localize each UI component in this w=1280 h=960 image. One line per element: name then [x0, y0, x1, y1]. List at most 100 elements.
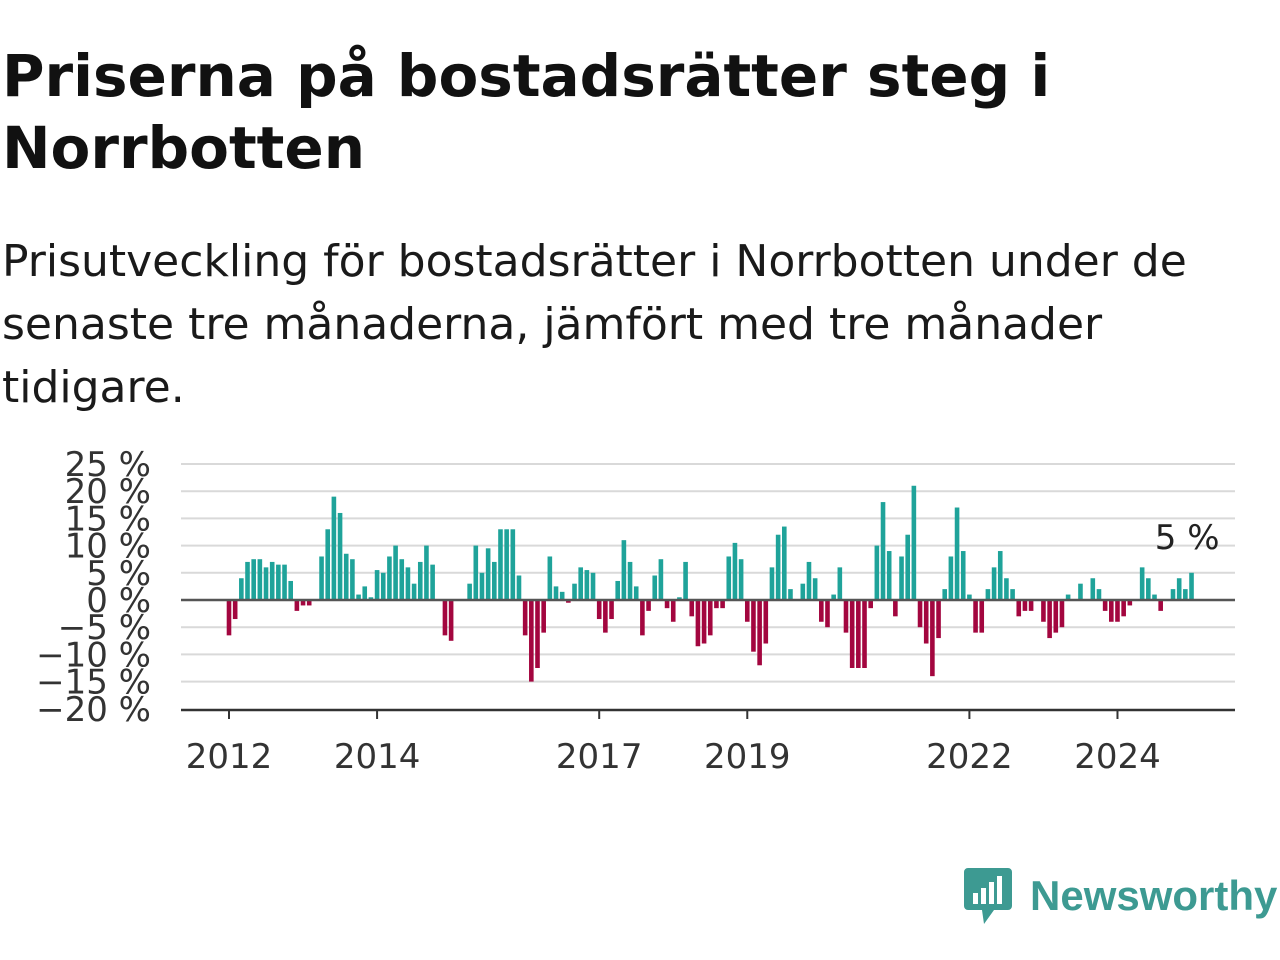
y-tick-label: −20 %	[36, 690, 151, 730]
x-tick-label: 2012	[186, 737, 273, 777]
bar	[714, 600, 719, 609]
bar	[1004, 578, 1009, 600]
bar	[269, 561, 275, 600]
y-tick-label: 10 %	[65, 527, 151, 567]
newsworthy-brand: Newsworthy	[962, 864, 1278, 928]
bar	[1152, 594, 1157, 600]
bar	[1170, 589, 1176, 600]
bar	[393, 545, 398, 600]
bar	[960, 551, 966, 600]
bar	[448, 600, 454, 641]
bar	[380, 572, 386, 600]
bar	[343, 553, 349, 600]
chart-title: Priserna på bostadsrätter steg i Norrbot…	[2, 42, 1051, 182]
bar	[825, 600, 830, 628]
bar	[535, 600, 540, 668]
bar	[707, 600, 713, 636]
bar	[331, 496, 337, 600]
bar	[720, 600, 725, 609]
bar	[356, 594, 361, 600]
bar	[800, 583, 806, 600]
bar	[294, 600, 300, 611]
bar	[683, 561, 688, 600]
bar	[874, 545, 880, 600]
bar	[899, 556, 904, 600]
bar	[738, 559, 744, 600]
bar	[701, 600, 707, 644]
bar	[689, 600, 695, 617]
bar	[1028, 600, 1034, 611]
bar	[973, 600, 978, 633]
brand-name: Newsworthy	[1030, 872, 1278, 919]
chart-subtitle: Prisutveckling för bostadsrätter i Norrb…	[2, 236, 1187, 413]
bar	[936, 600, 941, 639]
bar	[325, 529, 331, 600]
bar	[905, 534, 910, 600]
bar	[405, 567, 411, 600]
bar	[862, 600, 867, 668]
last-value-label: 5 %	[1155, 518, 1220, 558]
x-tick-label: 2022	[926, 737, 1013, 777]
bar	[368, 597, 374, 600]
y-axis-labels: 25 %20 %15 %10 %5 %0 %−5 %−10 %−15 %−20 …	[36, 445, 151, 730]
bar	[670, 600, 676, 622]
bar	[306, 600, 312, 606]
bar	[1183, 589, 1188, 600]
bar	[257, 559, 263, 600]
bar	[424, 545, 429, 600]
bar	[831, 594, 836, 600]
bar	[880, 502, 886, 600]
bar	[985, 589, 991, 600]
bar	[664, 600, 670, 609]
bar	[387, 556, 392, 600]
bar	[652, 575, 658, 600]
bar	[1158, 600, 1163, 611]
x-tick-label: 2017	[556, 737, 643, 777]
bar	[522, 600, 528, 636]
bar	[732, 542, 738, 600]
bar	[633, 586, 639, 600]
bar	[744, 600, 750, 622]
bar	[566, 600, 571, 603]
y-tick-label: 5 %	[86, 554, 151, 594]
bar	[559, 591, 565, 600]
bar	[806, 561, 812, 600]
bar	[479, 572, 485, 600]
bar	[1016, 600, 1022, 617]
bar	[812, 578, 818, 600]
bar	[1047, 600, 1052, 639]
bar	[757, 600, 762, 666]
bar	[930, 600, 935, 677]
bar	[1096, 589, 1102, 600]
bar	[646, 600, 651, 611]
bar	[485, 548, 491, 600]
bar	[498, 529, 503, 600]
bar	[547, 556, 553, 600]
bar	[788, 589, 793, 600]
bar	[658, 559, 664, 600]
bar	[1189, 572, 1194, 600]
bar	[226, 600, 232, 636]
bar	[1109, 600, 1114, 622]
bar	[492, 561, 497, 600]
bar	[603, 600, 608, 633]
bar	[1041, 600, 1046, 622]
bar	[572, 583, 577, 600]
bar-chart: 25 %20 %15 %10 %5 %0 %−5 %−10 %−15 %−20 …	[36, 445, 1235, 777]
x-tick-label: 2014	[334, 737, 421, 777]
bar	[467, 583, 472, 600]
bar	[917, 600, 923, 628]
bar	[516, 575, 522, 600]
bar	[504, 529, 509, 600]
bar	[1022, 600, 1028, 611]
newsworthy-logo-icon	[964, 868, 1012, 924]
bar	[337, 512, 343, 600]
bar	[245, 561, 250, 600]
bar	[430, 564, 435, 600]
bar	[782, 526, 787, 600]
bar	[1078, 583, 1083, 600]
bar	[1176, 578, 1182, 600]
bar	[967, 594, 972, 600]
bar	[510, 529, 516, 600]
bar	[288, 580, 293, 600]
